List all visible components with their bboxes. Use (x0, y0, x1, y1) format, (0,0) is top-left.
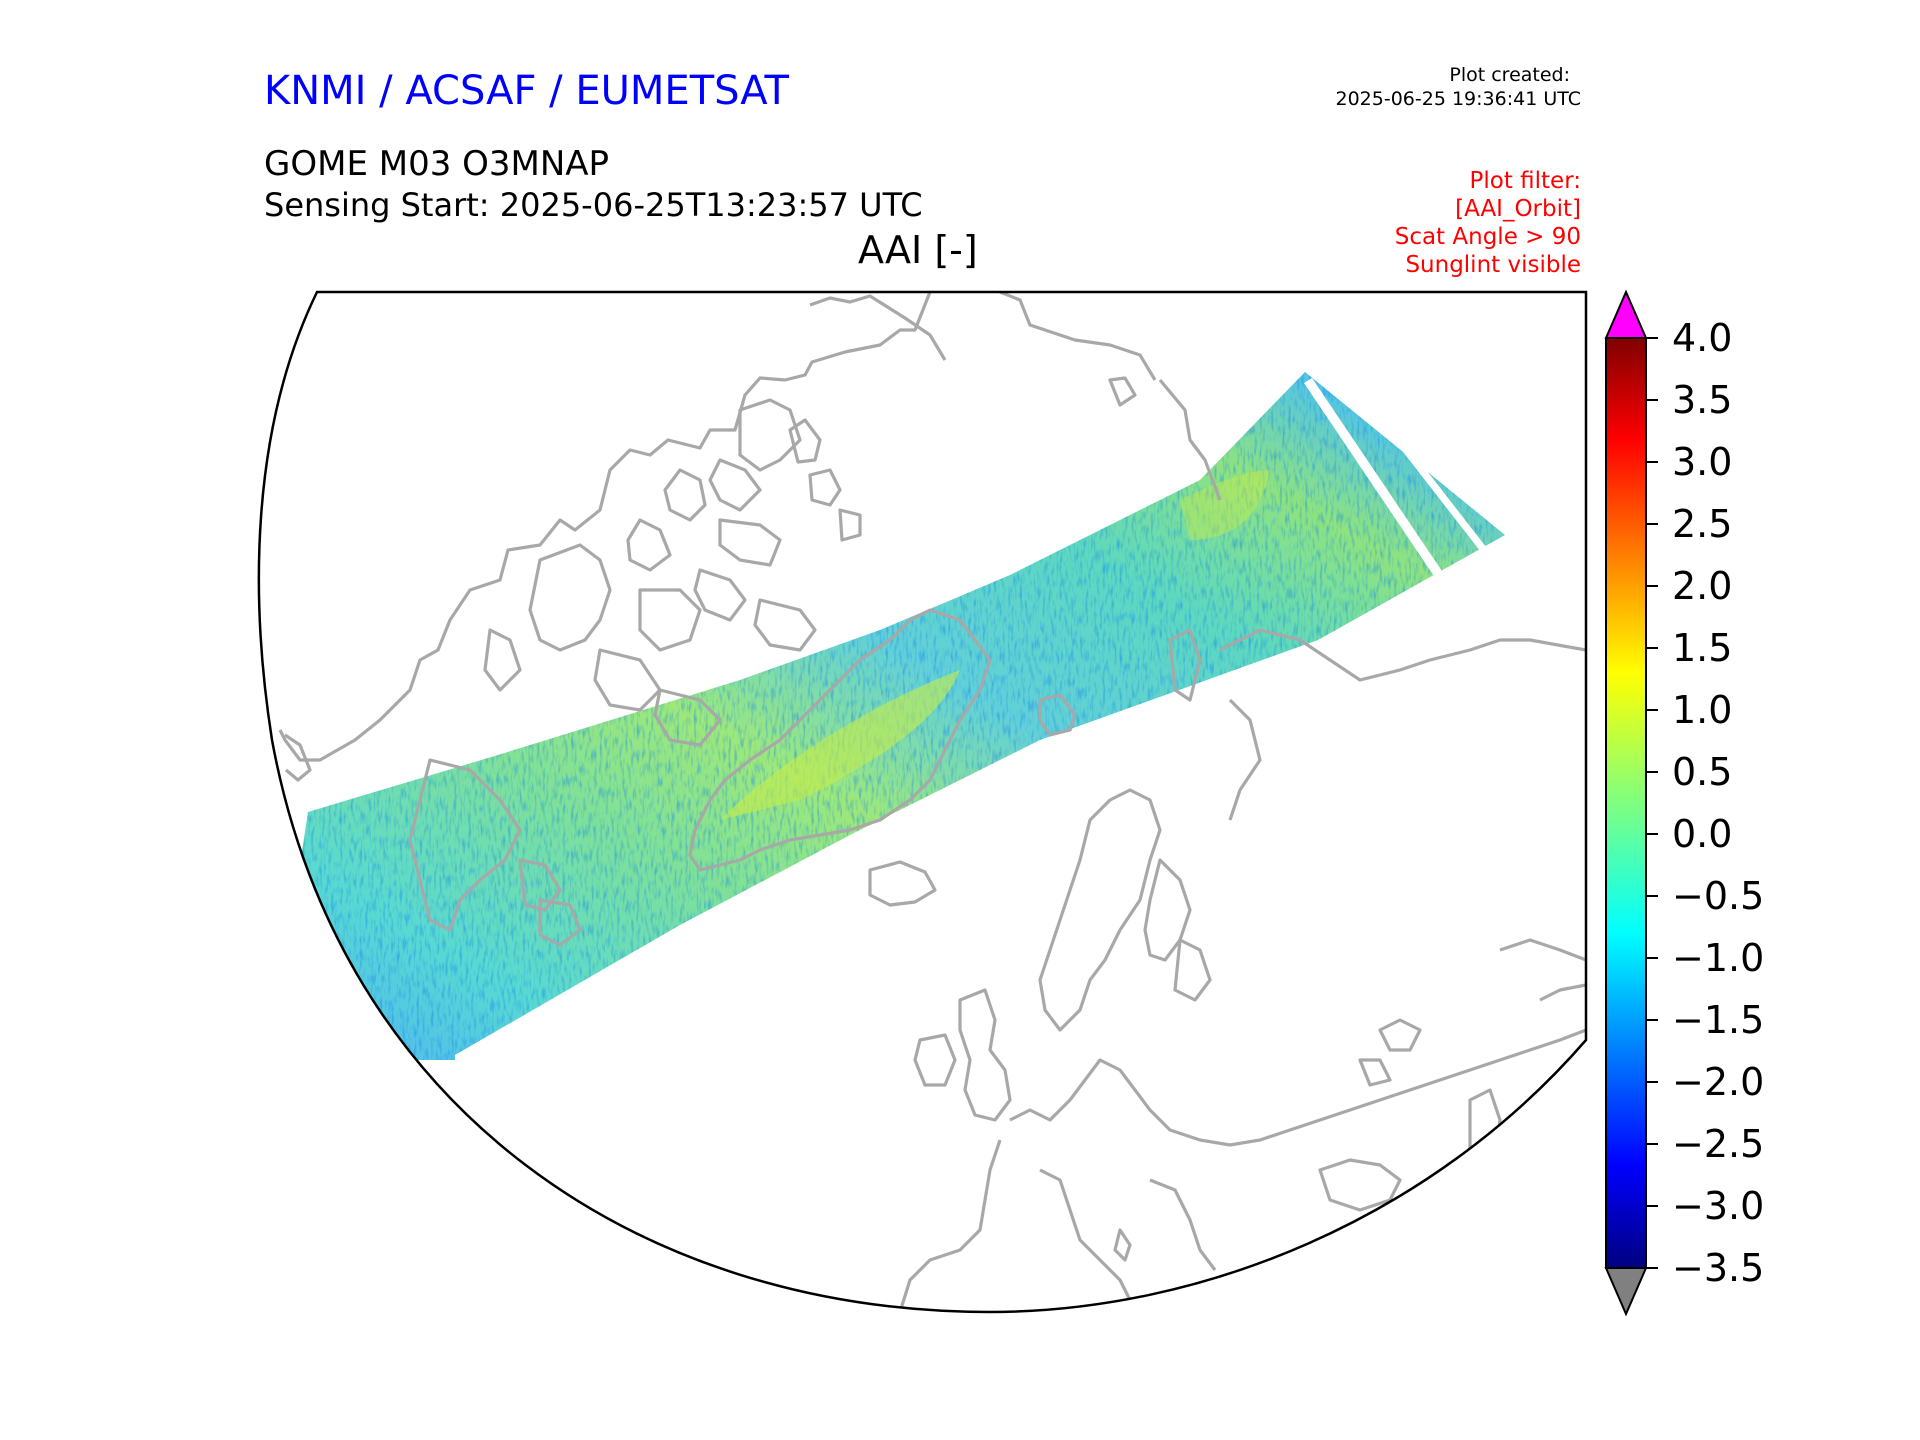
plot-filter-scat-angle: Scat Angle > 90 (1394, 224, 1581, 250)
product-title: GOME M03 O3MNAP (264, 144, 610, 184)
colorbar-tick-label: −0.5 (1672, 874, 1765, 918)
map-area (270, 292, 1587, 1312)
colorbar-tick-label: 0.0 (1672, 812, 1733, 856)
coastline-great-britain (958, 988, 1012, 1122)
map-boundary (257, 290, 1588, 1314)
coastline-arctic-islands (738, 398, 802, 472)
colorbar-gradient (1605, 337, 1647, 1269)
plot-filter-label: Plot filter: (1469, 168, 1581, 194)
coastline-north-america (278, 292, 932, 762)
swath-gap (1304, 378, 1448, 585)
coastline-caspian (1468, 1088, 1502, 1182)
coastline-iceland (868, 860, 937, 907)
coastline-ireland (913, 1033, 957, 1087)
coastline-svalbard (1038, 693, 1077, 737)
coastline-russia (1219, 628, 1587, 682)
plot-filter-orbit: [AAI_Orbit] (1455, 196, 1581, 222)
aai-high-patch (720, 670, 960, 820)
colorbar-tick-label: 1.5 (1672, 626, 1733, 670)
plot-created-label: Plot created: (1449, 64, 1570, 86)
coastline-europe (1009, 1028, 1587, 1147)
coastline-canada (528, 543, 612, 652)
plot-filter-sunglint: Sunglint visible (1405, 252, 1581, 278)
colorbar-tick-label: 1.0 (1672, 688, 1733, 732)
colorbar (1604, 289, 1658, 1317)
coastline-greenland (688, 608, 992, 872)
plot-title: AAI [-] (858, 228, 978, 272)
colorbar-tick-label: 0.5 (1672, 750, 1733, 794)
colorbar-ticks (1646, 337, 1658, 1269)
colorbar-tick-label: 4.0 (1672, 316, 1733, 360)
colorbar-tick-label: −3.5 (1672, 1246, 1765, 1290)
colorbar-tick-label: −3.0 (1672, 1184, 1765, 1228)
colorbar-tick-label: −2.5 (1672, 1122, 1765, 1166)
plot-created-time: 2025-06-25 19:36:41 UTC (1335, 88, 1582, 110)
aai-high-patch-2 (1180, 470, 1270, 540)
sensing-start: Sensing Start: 2025-06-25T13:23:57 UTC (264, 186, 923, 224)
swath-gap (1372, 408, 1490, 556)
colorbar-tick-label: −1.0 (1672, 936, 1765, 980)
organization-title: KNMI / ACSAF / EUMETSAT (264, 68, 789, 114)
colorbar-tick-label: 2.0 (1672, 564, 1733, 608)
colorbar-tick-label: 3.5 (1672, 378, 1733, 422)
colorbar-tick-label: −1.5 (1672, 998, 1765, 1042)
colorbar-under-arrow (1604, 1267, 1648, 1317)
coastline-black-sea (1318, 1158, 1402, 1212)
coastline-scandinavia (1038, 788, 1162, 1032)
colorbar-over-arrow (1604, 289, 1648, 339)
colorbar-tick-label: 2.5 (1672, 502, 1733, 546)
colorbar-tick-label: 3.0 (1672, 440, 1733, 484)
coastlines (278, 292, 1587, 1312)
colorbar-tick-label: −2.0 (1672, 1060, 1765, 1104)
